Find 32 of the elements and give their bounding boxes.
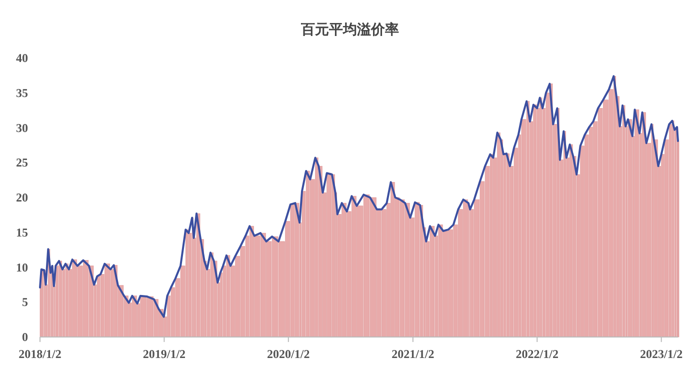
bar	[58, 260, 62, 338]
y-tick-label: 0	[22, 330, 28, 344]
bar	[132, 296, 137, 338]
y-tick-label: 20	[16, 190, 28, 204]
y-tick-label: 5	[22, 295, 28, 310]
x-tick-label: 2019/1/2	[142, 347, 186, 361]
x-tick-label: 2020/1/2	[267, 347, 310, 361]
bar	[210, 252, 214, 338]
bar	[622, 105, 626, 338]
y-tick-label: 35	[16, 86, 28, 100]
bar	[41, 269, 44, 338]
chart-title: 百元平均溢价率	[300, 21, 399, 38]
y-tick-label: 10	[16, 260, 28, 274]
bar	[533, 104, 537, 338]
bar	[628, 119, 632, 338]
x-tick-label: 2018/1/2	[18, 347, 62, 361]
x-tick-label: 2021/1/2	[392, 347, 434, 361]
y-tick-label: 40	[16, 51, 28, 65]
y-tick-label: 25	[16, 156, 28, 170]
bar	[65, 264, 68, 338]
x-tick-label: 2022/1/2	[516, 347, 558, 361]
bar	[326, 172, 332, 338]
line-series	[39, 75, 679, 318]
x-tick-label: 2023/1/2	[640, 347, 683, 361]
bar	[506, 153, 510, 338]
bar	[540, 98, 542, 338]
bar	[430, 226, 435, 338]
bar	[550, 84, 553, 338]
bar	[634, 109, 640, 338]
y-tick-label: 15	[16, 225, 28, 240]
bar	[97, 276, 100, 338]
y-tick-label: 30	[16, 120, 28, 135]
